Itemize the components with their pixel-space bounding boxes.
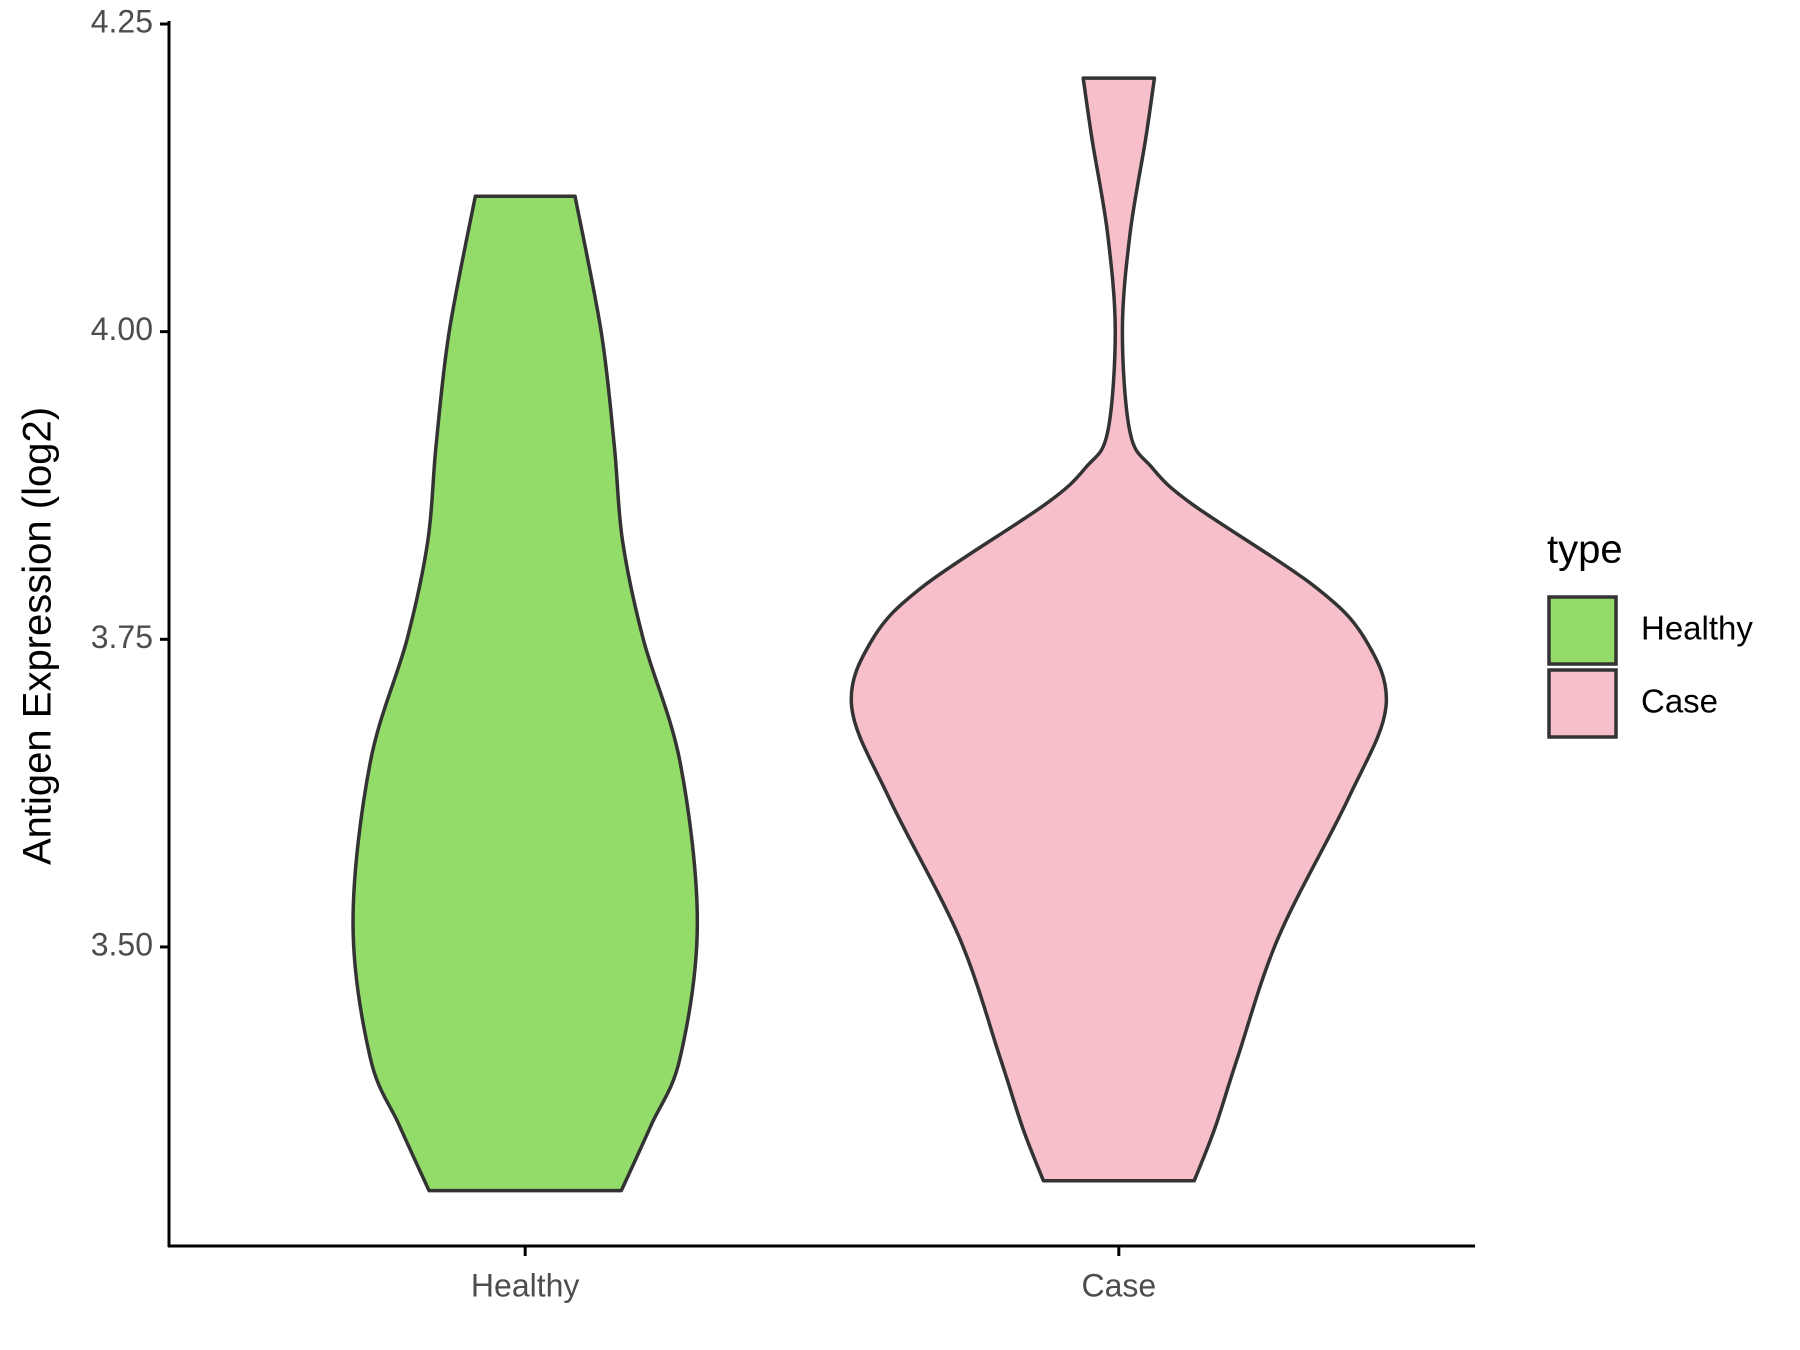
violin xyxy=(849,76,1389,1183)
legend-swatch xyxy=(1547,595,1618,666)
y-tick-label: 4.00 xyxy=(91,311,153,347)
violin xyxy=(351,194,700,1193)
legend-label: Case xyxy=(1641,683,1718,720)
x-tick-label: Case xyxy=(1081,1267,1156,1303)
y-axis-title: Antigen Expression (log2) xyxy=(16,407,60,865)
legend-title: type xyxy=(1547,528,1623,572)
x-tick-label: Healthy xyxy=(471,1267,580,1303)
y-tick-label: 4.25 xyxy=(91,3,153,39)
legend-swatch xyxy=(1547,668,1618,739)
legend-label: Healthy xyxy=(1641,610,1753,647)
y-tick-label: 3.50 xyxy=(91,926,153,962)
y-tick-label: 3.75 xyxy=(91,619,153,655)
